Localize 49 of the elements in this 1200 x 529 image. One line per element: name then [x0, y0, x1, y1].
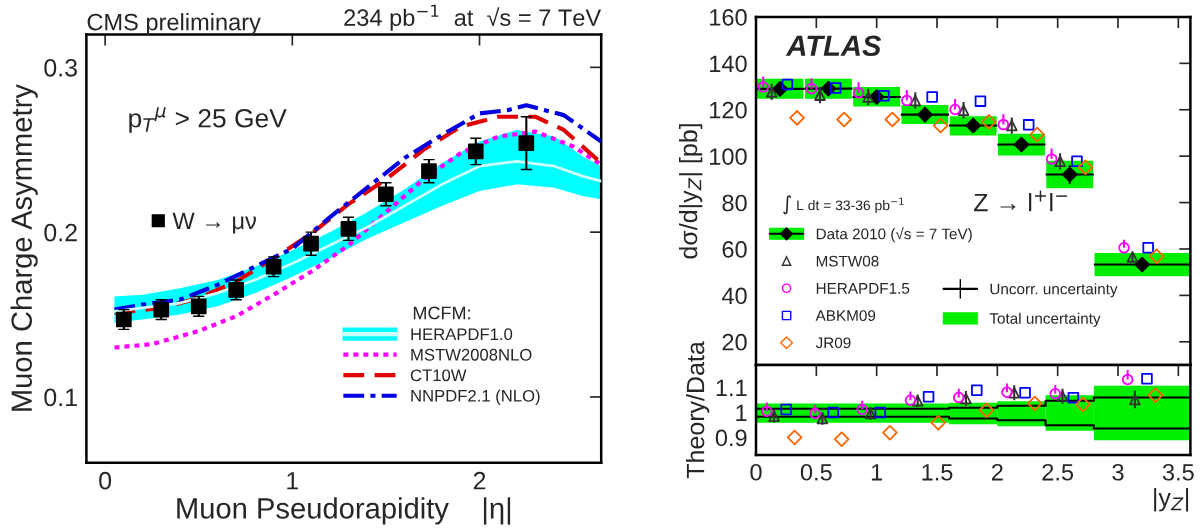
annotation: Total uncertainty [989, 312, 1101, 327]
x-tick-label: 0 [750, 463, 762, 481]
x-tick-label: 0.5 [800, 463, 832, 481]
y-tick-label: 40 [721, 287, 747, 305]
x-tick-label: 1 [871, 464, 883, 481]
chart-title: CMS preliminary [87, 13, 261, 36]
annotation: p$_{T}$$^{μ}$ > 25 GeV [129, 107, 287, 133]
legend-label: W → μν [172, 212, 256, 234]
y-tick-label: 1 [736, 404, 747, 422]
y-tick-label: 60 [722, 241, 747, 258]
y-tick-label: 0.9 [715, 429, 747, 447]
text: 234 pb$^{−1}$ at √s = 7 TeV [344, 4, 602, 31]
x-tick-label: 3 [1112, 463, 1124, 481]
y-axis-title: dσ/d|y$_{Z}$| [pb] [678, 124, 703, 259]
x-axis-title: |y$_{Z}$| [1154, 488, 1189, 512]
y-tick-label: 120 [710, 101, 747, 119]
y-axis-title: Theory/Data [685, 341, 710, 479]
x-tick-label: 0 [99, 471, 112, 490]
y-tick-label: 20 [722, 333, 747, 351]
y-tick-label: 100 [710, 148, 747, 165]
y-tick-label: 140 [710, 55, 747, 73]
annotation: ∫ L dt = 33-36 pb$^{−1}$ [783, 195, 904, 215]
x-axis-title: Muon Pseudorapidity |η| [177, 497, 511, 525]
x-tick-label: 3.5 [1162, 463, 1194, 481]
x-tick-label: 2.5 [1042, 463, 1074, 481]
y-tick-label: 80 [722, 194, 747, 212]
y-tick-label: 0.2 [44, 223, 77, 242]
annotation: ATLAS [785, 35, 882, 57]
y-axis-title: Muon Charge Asymmetry [10, 84, 38, 411]
legend-label: MSTW2008NLO [411, 348, 532, 361]
legend-title: MCFM: [413, 306, 470, 320]
annotation: Uncorr. uncertainty [990, 283, 1118, 298]
legend-label: MSTW08 [816, 255, 879, 267]
y-tick-label: 0.3 [44, 58, 77, 77]
legend-label: Data 2010 (√s = 7 TeV) [816, 227, 972, 243]
y-tick-label: 1.1 [716, 379, 747, 397]
annotation: Z → l$^{+}$l$^{−}$ [973, 190, 1068, 212]
legend-label: JR09 [815, 337, 851, 349]
x-tick-label: 1.5 [922, 464, 953, 481]
legend-label: ABKM09 [815, 310, 876, 322]
y-tick-label: 0.1 [44, 388, 77, 407]
legend-label: HERAPDF1.0 [411, 328, 513, 341]
x-tick-label: 2 [473, 471, 486, 490]
y-tick-label: 160 [710, 9, 747, 26]
x-tick-label: 2 [991, 463, 1003, 481]
legend-label: CT10W [410, 369, 467, 382]
legend-label: NNPDF2.1 (NLO) [411, 389, 540, 406]
legend-label: HERAPDF1.5 [816, 283, 910, 294]
x-tick-label: 1 [287, 472, 299, 490]
